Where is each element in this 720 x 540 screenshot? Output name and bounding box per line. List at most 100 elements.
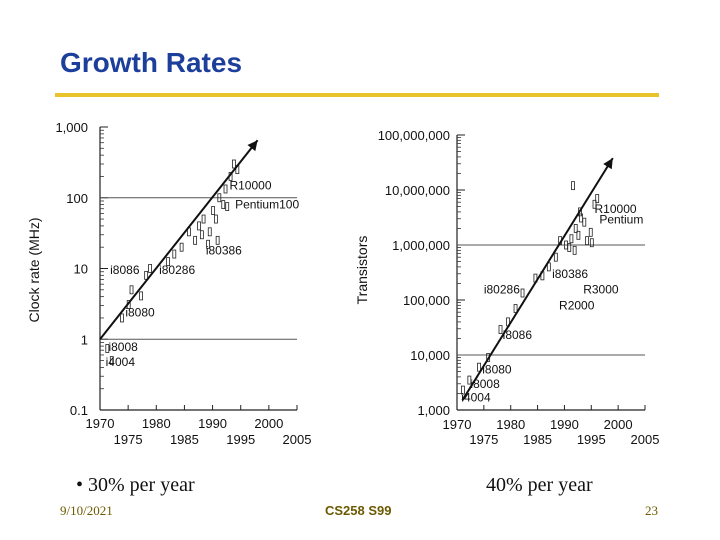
- x-tick-label: 1990: [550, 417, 579, 432]
- x-tick-label: 1980: [496, 417, 525, 432]
- x-tick-label: 1990: [198, 416, 227, 431]
- data-point: [179, 242, 184, 252]
- data-point: [221, 200, 226, 210]
- y-tick-label: 100: [66, 191, 88, 206]
- data-point: [139, 291, 143, 301]
- data-point: [201, 214, 206, 224]
- y-axis-title: Clock rate (MHz): [26, 217, 42, 322]
- data-point: [166, 257, 171, 267]
- y-tick-label: 100,000,000: [378, 128, 450, 143]
- data-point: [588, 227, 593, 237]
- x-tick-label: 1970: [443, 417, 472, 432]
- data-point: [232, 159, 236, 169]
- footer-date: 9/10/2021: [60, 503, 113, 518]
- data-point: [225, 202, 230, 211]
- data-point: [105, 344, 110, 353]
- data-point: [585, 236, 589, 246]
- y-tick-label: 1: [81, 332, 88, 347]
- chip-label: R2000: [559, 298, 595, 312]
- y-tick-label: 100,000: [403, 293, 450, 308]
- data-point: [193, 235, 198, 245]
- chip-label: R10000: [229, 178, 271, 192]
- data-point: [109, 356, 114, 365]
- y-tick-label: 1,000: [55, 120, 88, 135]
- data-point: [217, 193, 222, 203]
- chip-label: R10000: [595, 202, 637, 216]
- chip-label: i80386: [552, 267, 588, 281]
- slide-title: Growth Rates: [60, 47, 243, 78]
- data-point: [129, 285, 134, 295]
- chip-label: R3000: [583, 283, 619, 297]
- data-point: [595, 194, 600, 203]
- data-point: [573, 224, 578, 233]
- chip-label: i80386: [206, 243, 242, 257]
- x-tick-label: 1985: [523, 432, 552, 447]
- x-tick-label: 2005: [631, 432, 660, 447]
- data-point: [498, 325, 503, 334]
- y-tick-label: 1,000,000: [392, 238, 450, 253]
- data-point: [569, 234, 574, 244]
- trend-arrowhead: [603, 158, 613, 170]
- data-point: [144, 270, 149, 280]
- data-point: [589, 238, 594, 248]
- title-underline: [55, 93, 659, 97]
- x-tick-label: 1970: [86, 416, 115, 431]
- x-tick-label: 2000: [254, 416, 283, 431]
- data-point: [477, 362, 481, 372]
- bullet-clock-growth: • 30% per year: [76, 474, 195, 496]
- x-tick-label: 2005: [283, 432, 312, 447]
- x-tick-label: 1995: [577, 432, 606, 447]
- footer-page-number: 23: [645, 503, 658, 518]
- y-tick-label: 10,000: [410, 348, 450, 363]
- chip-label: i8086: [110, 263, 140, 277]
- data-point: [214, 214, 218, 224]
- x-tick-label: 1975: [114, 432, 143, 447]
- data-point: [520, 288, 525, 298]
- chip-label: Pentium: [599, 213, 643, 227]
- chip-label: i4004: [106, 355, 136, 369]
- trend-arrowhead: [247, 140, 258, 152]
- x-tick-label: 1985: [170, 432, 199, 447]
- data-point: [223, 184, 228, 194]
- data-point: [199, 230, 204, 240]
- data-point: [572, 245, 577, 255]
- transistors-chart: 1,000 10,000 100,000 1,000,000 10,000,000 100…: [350, 120, 685, 455]
- data-point: [571, 181, 575, 191]
- data-point: [461, 385, 465, 395]
- y-axis-title: Transistors: [354, 236, 370, 305]
- data-point: [467, 375, 472, 385]
- data-point: [211, 206, 216, 215]
- chip-label: Pentium100: [235, 198, 299, 212]
- footer-course: CS258 S99: [325, 503, 392, 518]
- data-point: [553, 252, 558, 262]
- bullet-transistor-growth: 40% per year: [486, 474, 593, 496]
- x-tick-label: 1980: [142, 416, 171, 431]
- y-tick-label: 10: [74, 262, 88, 277]
- chip-label: i8080: [482, 362, 512, 376]
- chip-label: i8086: [503, 328, 533, 342]
- chip-label: i8080: [125, 305, 155, 319]
- chip-label: i8008: [470, 377, 500, 391]
- x-tick-label: 1995: [226, 432, 255, 447]
- data-point: [148, 264, 152, 273]
- data-point: [513, 304, 518, 313]
- trend-line: [99, 139, 259, 340]
- y-tick-label: 10,000,000: [385, 183, 450, 198]
- data-point: [172, 249, 177, 259]
- x-tick-label: 2000: [604, 417, 633, 432]
- data-point: [206, 239, 210, 249]
- data-point: [576, 230, 581, 240]
- data-point: [207, 227, 212, 237]
- trend-line: [461, 157, 614, 401]
- data-point: [582, 217, 587, 227]
- data-point: [197, 221, 201, 231]
- chip-label: i80286: [484, 283, 520, 297]
- data-point: [567, 243, 572, 252]
- chip-label: i80286: [159, 263, 195, 277]
- chip-label: i4004: [461, 390, 491, 404]
- data-point: [215, 235, 220, 245]
- data-point: [592, 199, 597, 209]
- chip-label: i8008: [108, 340, 138, 354]
- clock-rate-chart: 0.1 1 10 100 1,000 1970 1980 1990 2000 1975 1985 19…: [25, 110, 340, 455]
- data-point: [579, 213, 583, 223]
